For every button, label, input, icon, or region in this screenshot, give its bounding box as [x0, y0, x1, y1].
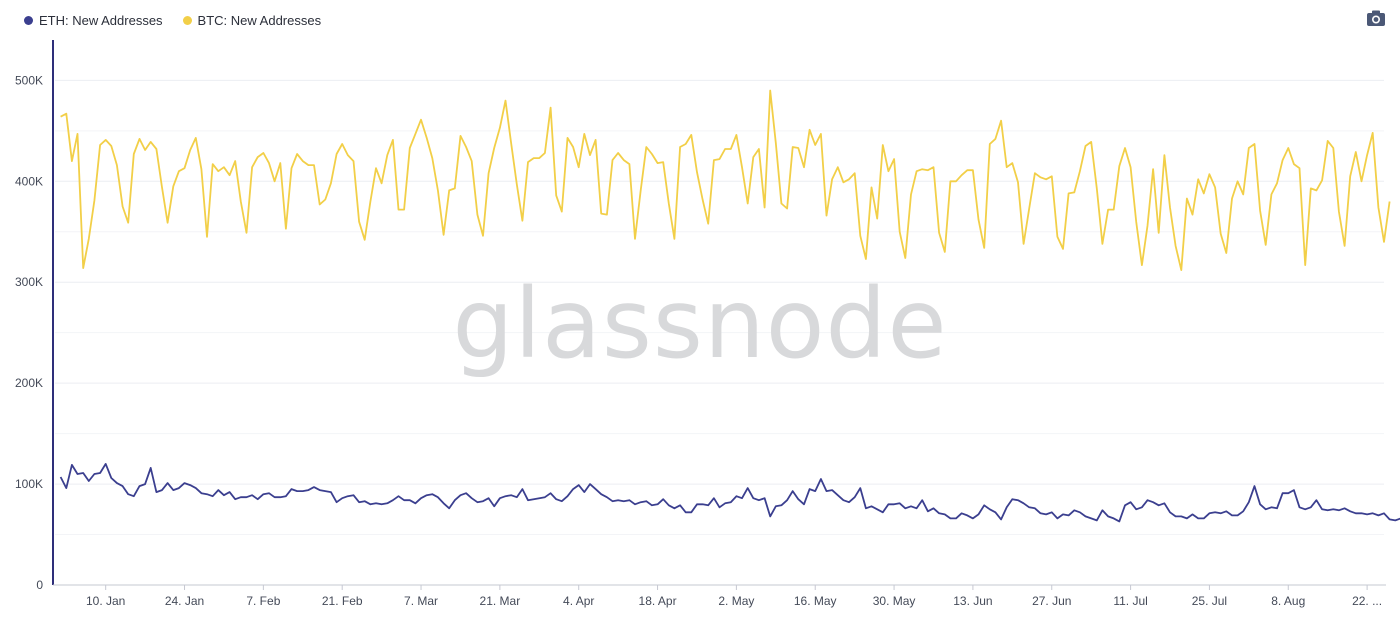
x-tick-label: 22. ... — [1352, 594, 1382, 608]
y-tick-label: 200K — [15, 376, 43, 390]
legend: ETH: New Addresses BTC: New Addresses — [24, 10, 321, 30]
y-axis: 0 100K 200K 300K 400K 500K — [15, 73, 43, 592]
legend-item-btc[interactable]: BTC: New Addresses — [182, 12, 322, 28]
legend-label-eth: ETH: New Addresses — [39, 12, 163, 28]
x-tick-label: 16. May — [794, 594, 837, 608]
series-line-eth — [59, 462, 1400, 523]
x-tick-label: 27. Jun — [1032, 594, 1071, 608]
x-tick-label: 24. Jan — [165, 594, 204, 608]
gridlines — [55, 79, 1384, 586]
x-tick-label: 21. Feb — [322, 594, 363, 608]
y-tick-label: 0 — [36, 578, 43, 592]
x-tick-label: 4. Apr — [563, 594, 594, 608]
x-tick-label: 7. Mar — [404, 594, 438, 608]
y-tick-label: 300K — [15, 275, 43, 289]
series-group — [59, 89, 1400, 523]
legend-item-eth[interactable]: ETH: New Addresses — [24, 13, 163, 28]
x-axis: 10. Jan 24. Jan 7. Feb 21. Feb 7. Mar 21. Mar… — [86, 585, 1382, 608]
x-tick-label: 18. Apr — [639, 594, 677, 608]
legend-marker-btc — [182, 15, 192, 25]
series-line-btc — [60, 89, 1391, 272]
y-tick-label: 100K — [15, 477, 43, 491]
legend-label-btc: BTC: New Addresses — [197, 12, 322, 28]
y-tick-label: 400K — [15, 174, 43, 188]
y-tick-label: 500K — [15, 73, 43, 87]
x-tick-label: 7. Feb — [246, 594, 280, 608]
x-tick-label: 11. Jul — [1113, 594, 1147, 608]
x-tick-label: 10. Jan — [86, 594, 125, 608]
x-tick-label: 8. Aug — [1271, 594, 1305, 608]
x-tick-label: 21. Mar — [480, 594, 521, 608]
x-tick-label: 13. Jun — [953, 594, 992, 608]
x-tick-label: 25. Jul — [1192, 594, 1227, 608]
x-tick-label: 30. May — [873, 594, 916, 608]
camera-icon[interactable] — [1366, 9, 1386, 27]
legend-marker-eth — [24, 15, 33, 25]
x-tick-label: 2. May — [718, 594, 754, 608]
